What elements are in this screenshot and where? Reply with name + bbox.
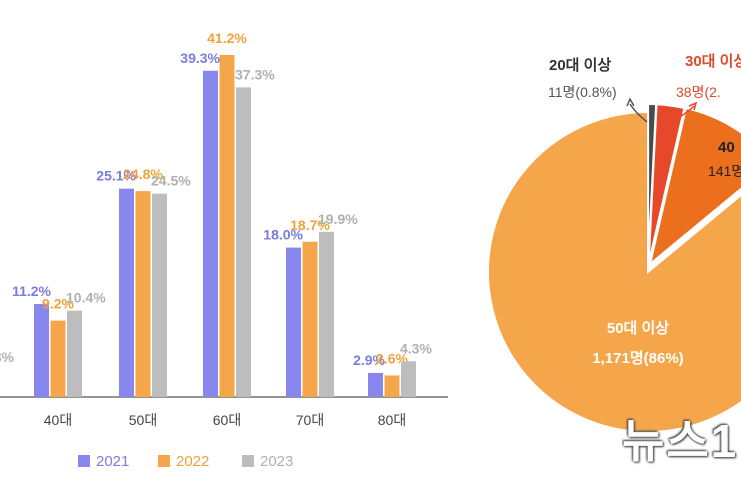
bar-2023-40대 xyxy=(67,310,82,397)
pie-slice-2 xyxy=(648,106,741,267)
bar-label-2023-60대: 37.3% xyxy=(235,66,275,82)
x-tick-70대: 70대 xyxy=(296,412,324,428)
x-tick-50대: 50대 xyxy=(129,412,157,428)
bar-label-2021-70대: 18.0% xyxy=(263,227,303,243)
pie-label-50s: 50대 이상 xyxy=(607,320,669,337)
bar-label-2023-70대: 19.9% xyxy=(318,211,358,227)
bar-label-2022-80대: 2.6% xyxy=(376,350,408,366)
pie-label-20s: 20대 이상 xyxy=(549,57,611,74)
bar-label-2021-60대: 39.3% xyxy=(180,50,220,66)
legend-label-2023: 2023 xyxy=(260,453,293,470)
bar-2022-80대 xyxy=(384,375,400,397)
bar-2021-40대 xyxy=(34,304,49,397)
bar-label-2021-50대: 25.1% xyxy=(96,168,136,184)
arrow-head-20s-icon xyxy=(626,97,635,107)
bar-label-2022-40대: 9.2% xyxy=(42,296,74,312)
legend: 2021 2022 2023 xyxy=(78,453,293,470)
legend-swatch-2023 xyxy=(242,455,254,467)
bar-label-2023-50대: 24.5% xyxy=(151,173,191,189)
bar-2022-40대 xyxy=(50,320,66,397)
bar-2022-60대 xyxy=(219,55,235,397)
bar-label-2023-40대: 10.4% xyxy=(66,290,106,306)
bar-2021-80대 xyxy=(368,372,383,397)
bar-2023-60대 xyxy=(236,87,251,398)
bar-2021-50대 xyxy=(119,188,134,397)
arrow-head-30s-icon xyxy=(688,101,698,111)
pie-label-30s: 30대 이상 xyxy=(685,53,741,70)
bar-label-2021-80대: 2.9% xyxy=(353,352,385,368)
bar-2023-80대 xyxy=(401,361,416,397)
bar-label-2023-first: 8% xyxy=(0,349,15,365)
x-tick-60대: 60대 xyxy=(213,412,241,428)
pie-slice-3 xyxy=(487,110,741,433)
pie-chart: 20대 이상 11명(0.8%) 30대 이상 38명(2. 40 141명 50대 이상 1… xyxy=(487,53,741,433)
legend-label-2022: 2022 xyxy=(176,453,209,470)
x-axis-ticks: 40대 50대 60대 70대 80대 xyxy=(44,412,406,428)
bar-label-2022-60대: 41.2% xyxy=(207,30,247,46)
bar-chart: 11.2% 25.1% 39.3% 18.0% 2.9% 9.2% 24.8% 41.2% 18… xyxy=(0,30,432,398)
pie-sub-40s: 141명 xyxy=(708,163,741,179)
bar-2022-50대 xyxy=(135,191,151,397)
x-tick-40대: 40대 xyxy=(44,412,72,428)
pie-slice-1 xyxy=(647,103,686,265)
bar-2023-70대 xyxy=(319,231,334,397)
leader-line-20s xyxy=(629,103,648,123)
bar-label-2022-50대: 24.8% xyxy=(123,166,163,182)
bar-2022-70대 xyxy=(302,241,318,397)
legend-label-2021: 2021 xyxy=(96,453,129,470)
bar-label-2022-70대: 18.7% xyxy=(290,217,330,233)
bar-label-2023-80대: 4.3% xyxy=(400,340,432,356)
bar-2023-50대 xyxy=(152,193,167,397)
pie-sub-20s: 11명(0.8%) xyxy=(548,84,617,100)
bar-label-2021-40대: 11.2% xyxy=(12,283,51,299)
pie-sub-30s: 38명(2. xyxy=(676,84,721,100)
pie-label-40s: 40 xyxy=(718,139,735,156)
x-tick-80대: 80대 xyxy=(378,412,406,428)
bar-2021-70대 xyxy=(286,247,301,397)
bar-2021-60대 xyxy=(203,70,218,397)
pie-sub-50s: 1,171명(86%) xyxy=(592,349,683,367)
legend-swatch-2022 xyxy=(158,455,170,467)
legend-swatch-2021 xyxy=(78,455,90,467)
leader-line-30s xyxy=(667,105,695,125)
watermark: 뉴스1 xyxy=(622,415,739,467)
